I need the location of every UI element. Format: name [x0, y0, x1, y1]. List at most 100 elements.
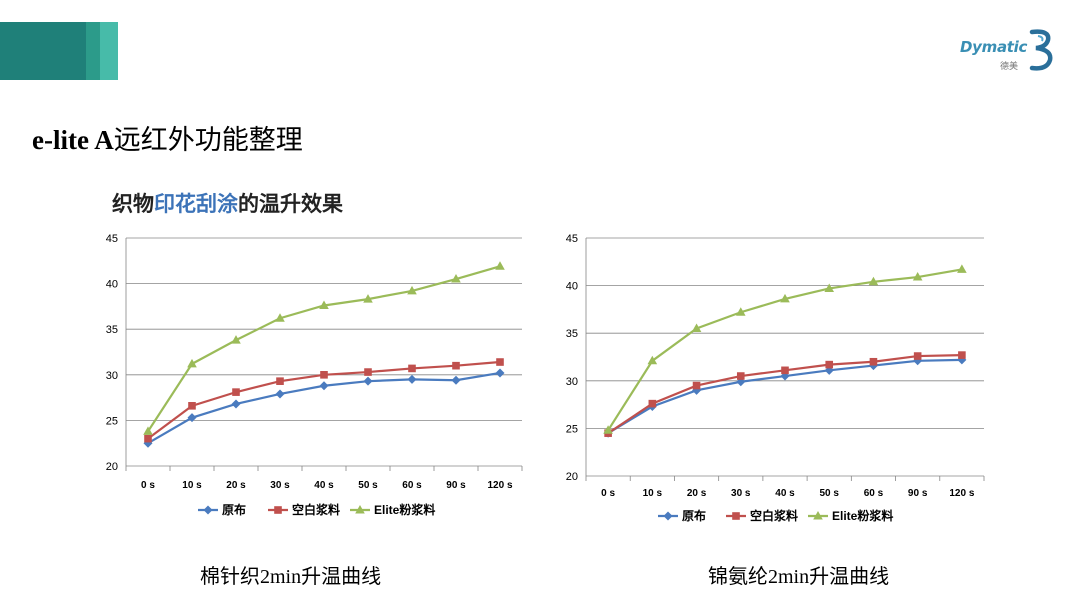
data-point [913, 352, 922, 360]
y-tick-label: 30 [566, 376, 578, 388]
legend-marker [813, 511, 823, 520]
data-point [408, 364, 416, 373]
x-tick-label: 0 s [601, 488, 615, 499]
series-2 [144, 358, 504, 443]
series-3 [603, 264, 967, 434]
data-point [407, 374, 417, 384]
page-title: e-lite A远红外功能整理 [32, 118, 303, 157]
legend-label: 原布 [222, 502, 246, 517]
data-point [231, 335, 241, 344]
data-point [603, 425, 613, 434]
legend-marker [355, 505, 365, 514]
subtitle-part2: 的温升效果 [238, 192, 343, 216]
header-band-mid [86, 22, 100, 80]
data-point [276, 377, 284, 385]
brand-logo: Dymatic 德美 [960, 28, 1053, 72]
data-point [364, 368, 372, 376]
data-point [275, 313, 285, 322]
legend-label: 原布 [682, 508, 706, 523]
caption-cotton-knit: 棉针织2min升温曲线 [200, 566, 382, 588]
brand-logo-subtext: 德美 [1000, 61, 1019, 71]
data-point [275, 389, 285, 399]
data-point [824, 283, 835, 292]
data-point [781, 366, 789, 375]
brand-logo-text: Dymatic [960, 38, 1028, 56]
data-point [736, 372, 745, 380]
series-1 [143, 368, 505, 448]
data-point [187, 358, 197, 368]
legend-item: 原布 [198, 502, 246, 517]
data-point [363, 376, 373, 386]
caption-nylon-spandex: 锦氨纶2min升温曲线 [708, 566, 890, 588]
data-point [231, 399, 241, 409]
x-tick-label: 10 s [643, 488, 663, 499]
data-point [319, 300, 329, 309]
legend-label: Elite粉浆料 [374, 502, 435, 517]
data-point [319, 381, 329, 391]
data-point [780, 371, 790, 381]
y-tick-label: 30 [106, 370, 118, 382]
x-tick-label: 30 s [270, 480, 290, 491]
data-point [496, 358, 504, 366]
legend-item: 空白浆料 [726, 508, 798, 523]
data-point [647, 355, 658, 365]
data-point [451, 274, 461, 283]
section-subtitle: 织物印花刮涂的温升效果 [112, 188, 343, 218]
legend-item: Elite粉浆料 [808, 508, 893, 523]
legend-marker [663, 511, 673, 521]
x-tick-label: 60 s [864, 488, 884, 499]
page-title-latin: e-lite A [32, 125, 114, 155]
data-point [187, 413, 197, 423]
data-point [780, 293, 790, 303]
data-point [958, 351, 966, 359]
x-tick-label: 50 s [358, 480, 378, 491]
page-title-cjk: 远红外功能整理 [113, 125, 303, 156]
chart-nylon-spandex: 20 25 30 35 40 45 0 s 10 s 20 s 30 s 40 s 50 s 60 s 9… [566, 233, 985, 523]
data-point [452, 361, 460, 370]
data-point [648, 399, 657, 408]
data-point [912, 272, 923, 281]
subtitle-highlight: 印花刮涂 [154, 192, 238, 216]
data-point [407, 285, 417, 295]
data-point [495, 261, 505, 270]
x-tick-label: 120 s [487, 480, 512, 491]
legend-label: 空白浆料 [750, 508, 798, 523]
y-tick-label: 45 [106, 233, 118, 245]
x-tick-label: 90 s [446, 480, 466, 491]
y-tick-label: 45 [566, 233, 578, 245]
data-point [363, 294, 373, 303]
data-point [451, 375, 461, 385]
series-3 [143, 261, 505, 435]
y-tick-label: 35 [106, 324, 118, 336]
legend-marker [732, 512, 740, 520]
brand-swirl-icon [1029, 29, 1053, 71]
header-band-dark [0, 22, 86, 80]
data-point [495, 368, 505, 378]
data-point [188, 402, 196, 410]
x-tick-label: 0 s [141, 480, 155, 491]
x-tick-label: 30 s [731, 488, 751, 499]
chart-cotton-knit: 20 25 30 35 40 45 0 s 10 s 20 s 30 s 40 s 50 s 60 s 9… [106, 233, 523, 517]
data-point [143, 426, 153, 435]
x-tick-label: 40 s [314, 480, 334, 491]
legend-marker [274, 506, 282, 514]
y-tick-label: 25 [566, 423, 578, 435]
data-point [735, 307, 746, 316]
y-tick-label: 35 [566, 328, 578, 340]
data-point [691, 323, 702, 332]
legend-label: 空白浆料 [292, 502, 340, 517]
legend-item: Elite粉浆料 [350, 502, 435, 517]
series-line [607, 268, 963, 431]
legend-marker [203, 505, 213, 515]
y-tick-label: 25 [106, 415, 118, 427]
x-tick-label: 50 s [819, 488, 839, 499]
series-2 [604, 351, 966, 437]
y-tick-label: 20 [566, 471, 578, 483]
legend-item: 空白浆料 [268, 502, 340, 517]
y-tick-label: 40 [106, 279, 118, 291]
header-band-light [100, 22, 118, 80]
x-tick-label: 10 s [182, 480, 202, 491]
data-point [692, 381, 701, 390]
legend-item: 原布 [658, 508, 706, 523]
x-tick-label: 40 s [775, 488, 795, 499]
